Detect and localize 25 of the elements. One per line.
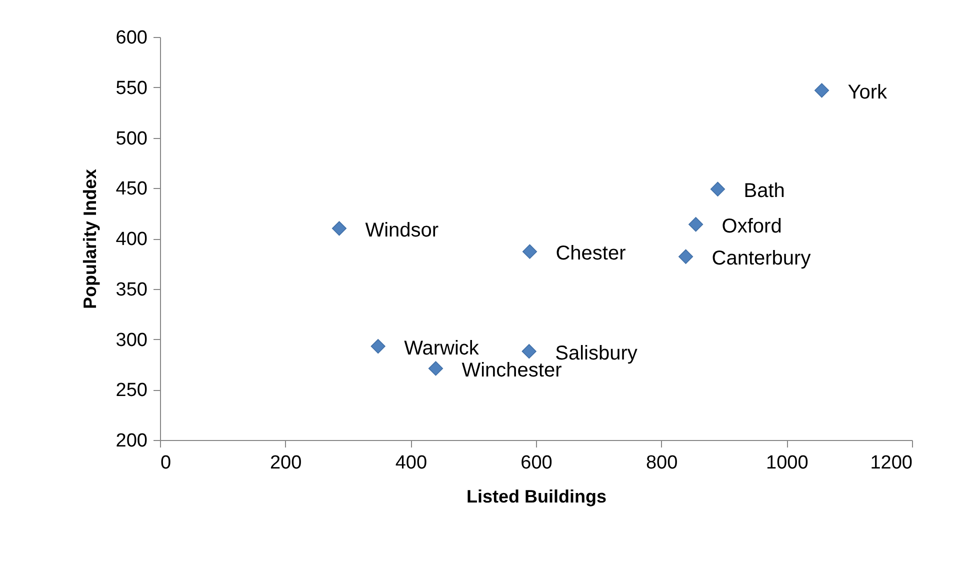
x-tick-label: 400 — [395, 452, 428, 474]
x-tick-label: 0 — [160, 452, 172, 474]
y-tick-label: 600 — [116, 28, 148, 48]
annotation: Oxford — [722, 215, 782, 238]
y-tick-label: 300 — [116, 330, 148, 351]
y-tick-label: 350 — [116, 279, 148, 300]
y-tick-label: 250 — [116, 380, 148, 402]
y-tick-label: 450 — [116, 178, 148, 200]
annotation: Canterbury — [712, 248, 811, 270]
annotation: York — [848, 81, 888, 104]
y-tick-label: 200 — [116, 430, 148, 452]
x-tick-label: 600 — [520, 452, 552, 474]
annotation: Windsor — [365, 219, 439, 242]
y-axis-title: Popularity Index — [80, 168, 100, 310]
x-tick-label: 1200 — [870, 452, 912, 474]
x-tick-label: 800 — [646, 452, 678, 474]
x-axis-title: Listed Buildings — [466, 486, 607, 506]
annotation: Bath — [744, 180, 785, 202]
x-tick-label: 1000 — [766, 452, 808, 474]
y-tick-label: 550 — [116, 78, 148, 99]
annotation: Warwick — [404, 337, 480, 360]
x-tick-label: 200 — [270, 452, 302, 474]
annotation: Chester — [556, 242, 626, 265]
y-tick-label: 400 — [116, 229, 148, 250]
y-tick-label: 500 — [116, 128, 148, 150]
